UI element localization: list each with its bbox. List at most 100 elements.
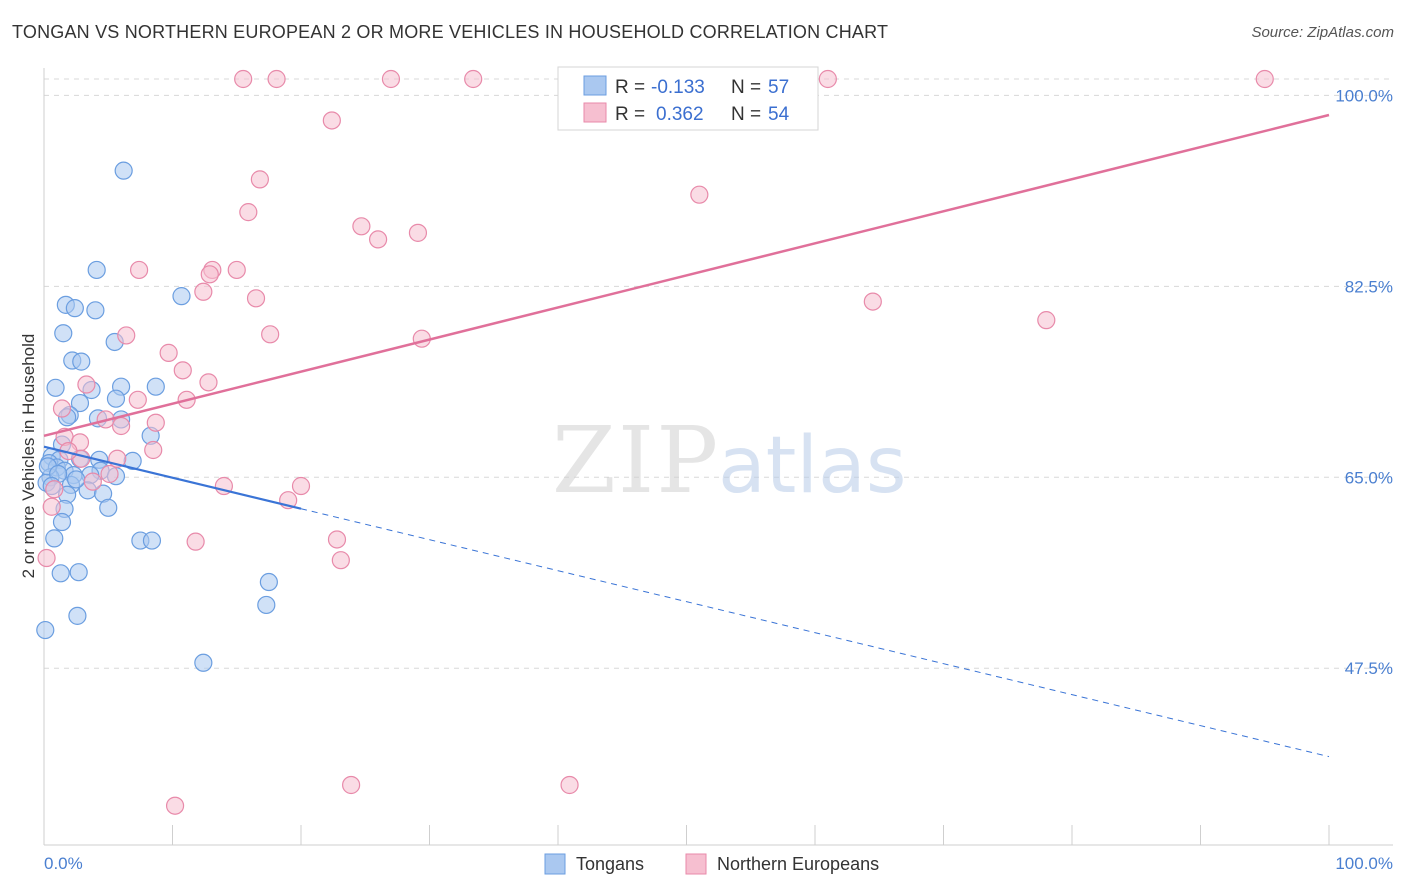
northern-point-1 (267, 69, 286, 89)
legend-r-value-tongan: -0.133 (651, 77, 705, 98)
northern-point-49 (331, 551, 350, 570)
northern-point-36 (144, 440, 163, 460)
tongan-point-48 (257, 595, 276, 615)
northern-point-17 (194, 282, 213, 301)
northern-points (37, 69, 1274, 815)
trend-lines (43, 113, 1330, 758)
northern-point-42 (291, 476, 311, 496)
bottom-legend-swatch-tongan (544, 853, 566, 875)
tongan-point-45 (51, 564, 70, 583)
legend-n-value-tongan: 57 (768, 77, 789, 98)
northern-point-0 (234, 69, 253, 89)
northern-point-13 (129, 260, 149, 280)
x-tick-label-0: 0.0% (44, 854, 83, 873)
legend-r-label-tongan: R = (615, 77, 645, 98)
northern-point-16 (200, 265, 219, 284)
tongan-point-4 (86, 301, 105, 320)
y-axis-label: 2 or more Vehicles in Household (19, 334, 38, 579)
x-tick-label-100: 100.0% (1335, 854, 1393, 873)
northern-point-6 (322, 111, 341, 130)
y-tick-label-65: 65.0% (1345, 468, 1393, 487)
northern-point-18 (246, 289, 266, 308)
legend-n-label-northern: N = (731, 104, 761, 125)
northern-point-24 (159, 343, 178, 362)
northern-point-50 (165, 796, 185, 815)
legend-n-label-tongan: N = (731, 77, 761, 98)
gridlines (44, 78, 1393, 669)
tongan-point-39 (99, 498, 118, 517)
northern-point-15 (227, 260, 246, 280)
tongan-point-5 (172, 287, 191, 306)
tongan-point-10 (46, 378, 65, 397)
northern-point-8 (690, 185, 709, 204)
bottom-legend-label-tongan: Tongans (576, 854, 644, 874)
northern-point-45 (42, 497, 61, 516)
northern-point-9 (239, 203, 258, 222)
northern-point-46 (186, 532, 205, 551)
northern-point-51 (342, 775, 361, 795)
tongan-trend-line (43, 445, 302, 510)
tongan-point-49 (68, 606, 87, 625)
northern-point-19 (863, 292, 882, 311)
northern-point-22 (261, 325, 280, 344)
northern-point-21 (117, 326, 136, 345)
y-tick-label-100: 100.0% (1335, 86, 1393, 105)
legend-swatch-northern (583, 102, 607, 123)
legend-r-value-northern: 0.362 (656, 104, 704, 125)
northern-point-47 (327, 530, 347, 549)
northern-point-35 (111, 416, 131, 436)
chart-source: Source: ZipAtlas.com (1251, 24, 1394, 41)
northern-point-12 (408, 223, 428, 242)
tongan-point-55 (67, 470, 86, 489)
watermark-atlas: atlas (718, 421, 907, 511)
northern-point-2 (381, 69, 401, 89)
tongan-point-1 (87, 260, 106, 280)
northern-point-23 (412, 329, 431, 348)
bottom-legend-swatch-northern (685, 853, 707, 875)
northern-point-5 (1255, 69, 1274, 89)
northern-point-11 (369, 230, 388, 249)
northern-point-48 (37, 548, 56, 568)
tongan-point-6 (54, 324, 73, 343)
northern-point-10 (352, 217, 371, 236)
northern-point-28 (128, 390, 147, 409)
tongan-point-0 (114, 161, 133, 180)
tongan-point-3 (65, 299, 84, 318)
tongan-point-15 (70, 393, 90, 413)
northern-point-27 (77, 375, 96, 394)
y-tick-label-47-5: 47.5% (1345, 659, 1393, 678)
y-tick-label-82-5: 82.5% (1345, 277, 1393, 296)
watermark: ZIP atlas (552, 407, 907, 514)
tongan-point-14 (106, 389, 126, 408)
northern-point-32 (146, 413, 165, 432)
northern-point-26 (199, 373, 218, 392)
northern-trend-line (43, 113, 1330, 438)
tongan-point-13 (146, 377, 165, 396)
legend-r-label-northern: R = (615, 104, 645, 125)
legend-n-value-northern: 54 (768, 104, 790, 125)
chart-title: TONGAN VS NORTHERN EUROPEAN 2 OR MORE VE… (12, 22, 889, 42)
tongan-trend-line-projection (300, 508, 1330, 758)
watermark-zip: ZIP (552, 407, 720, 514)
correlation-legend: R = -0.133 N = 57 R = 0.362 N = 54 (557, 66, 819, 131)
tongan-point-51 (194, 653, 213, 672)
northern-point-52 (560, 775, 579, 795)
northern-point-39 (100, 464, 119, 484)
northern-point-25 (173, 361, 192, 380)
northern-point-20 (1037, 311, 1056, 330)
northern-point-30 (52, 399, 72, 418)
series-legend: Tongans Northern Europeans (544, 853, 879, 875)
tongan-point-41 (52, 512, 72, 532)
tongan-point-50 (36, 620, 55, 640)
northern-point-40 (83, 472, 102, 491)
tongan-point-47 (259, 572, 278, 592)
northern-point-4 (818, 69, 837, 89)
tongan-point-46 (69, 563, 88, 582)
northern-point-3 (464, 69, 483, 89)
tongan-point-9 (72, 352, 91, 371)
northern-point-7 (250, 170, 269, 189)
legend-swatch-tongan (583, 75, 607, 96)
bottom-legend-label-northern: Northern Europeans (717, 854, 879, 874)
tongan-point-44 (142, 531, 162, 550)
